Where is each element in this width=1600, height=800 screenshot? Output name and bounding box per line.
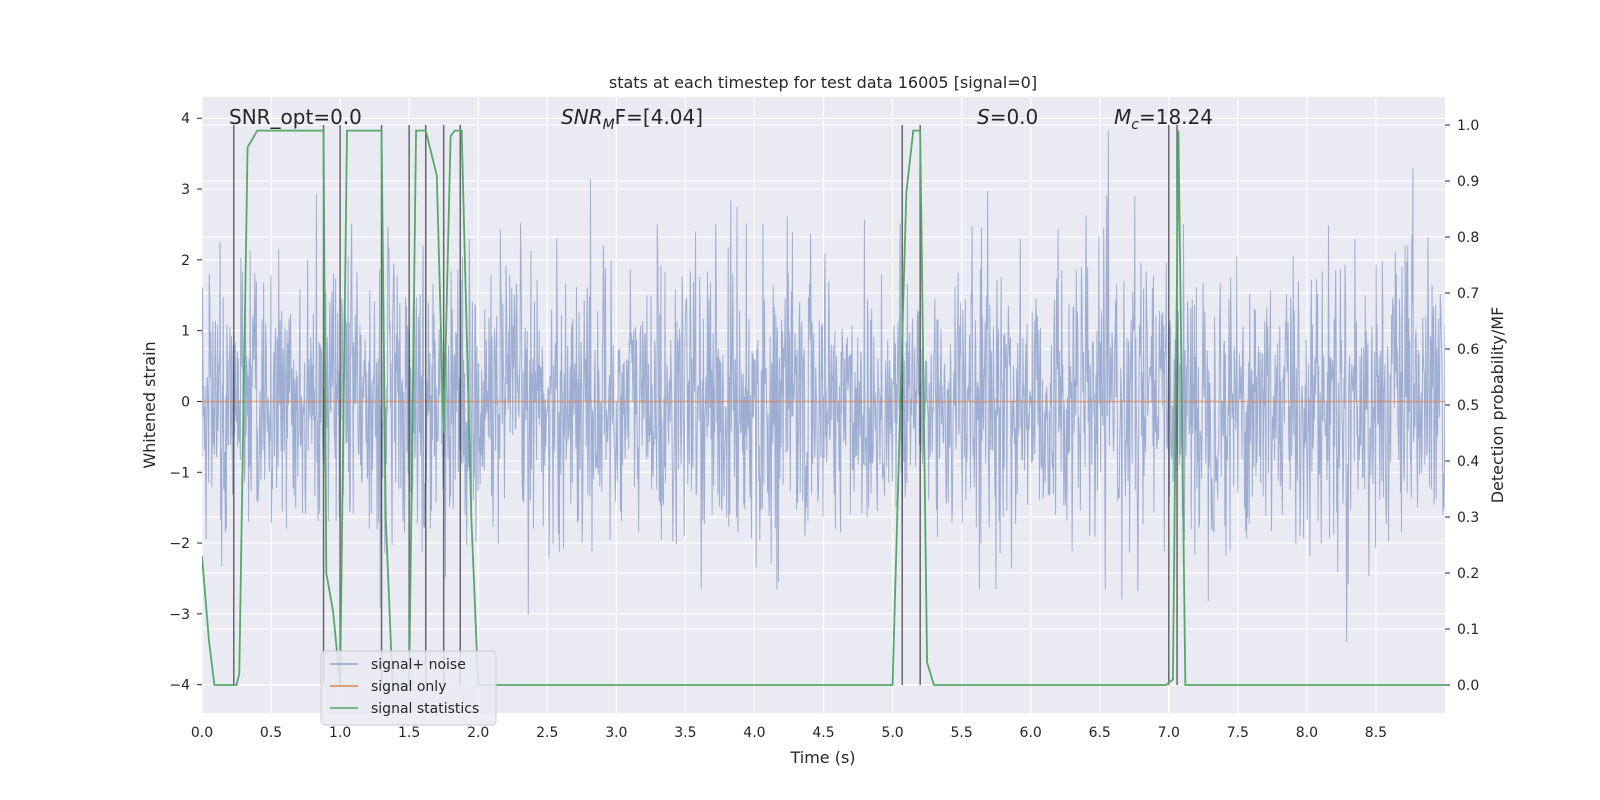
chart-title: stats at each timestep for test data 160… xyxy=(609,73,1037,92)
y-right-tick-label: 0.5 xyxy=(1457,398,1479,414)
x-tick-label: 3.5 xyxy=(674,725,696,741)
y-right-tick-label: 0.7 xyxy=(1457,286,1479,302)
y-right-tick-label: 0.3 xyxy=(1457,510,1479,526)
y-right-axis-label: Detection probability/MF xyxy=(1488,307,1507,504)
legend-label-signal-plus-noise: signal+ noise xyxy=(371,657,466,673)
y-left-tick-label: 3 xyxy=(181,182,190,198)
y-left-tick-label: −2 xyxy=(169,536,190,552)
x-tick-label: 4.0 xyxy=(743,725,765,741)
x-tick-label: 6.5 xyxy=(1089,725,1111,741)
series-signal-statistics xyxy=(202,129,1445,686)
y-left-tick-label: 0 xyxy=(181,394,190,410)
x-tick-label: 5.0 xyxy=(881,725,903,741)
y-right-tick-label: 0.8 xyxy=(1457,230,1479,246)
annotation-s: S=0.0 xyxy=(977,105,1038,129)
y-left-tick-label: −3 xyxy=(169,607,190,623)
y-left-tick-label: −1 xyxy=(169,465,190,481)
y-right-tick-label: 0.4 xyxy=(1457,454,1479,470)
x-tick-label: 8.5 xyxy=(1365,725,1387,741)
y-left-axis-label: Whitened strain xyxy=(140,341,159,468)
legend: signal+ noise signal only signal statist… xyxy=(320,650,497,726)
x-tick-label: 7.0 xyxy=(1158,725,1180,741)
legend-label-signal-statistics: signal statistics xyxy=(371,701,479,717)
y-right-tick-label: 0.6 xyxy=(1457,342,1479,358)
y-right-tick-label: 0.0 xyxy=(1457,678,1479,694)
x-tick-label: 1.0 xyxy=(329,725,351,741)
x-tick-label: 8.0 xyxy=(1296,725,1318,741)
x-tick-label: 5.5 xyxy=(950,725,972,741)
x-tick-label: 3.0 xyxy=(605,725,627,741)
y-left-tick-label: 1 xyxy=(181,324,190,340)
y-left-tick-label: 2 xyxy=(181,253,190,269)
annotation-snr-mf: SNRMF=[4.04] xyxy=(561,105,703,133)
y-left-tick-label: −4 xyxy=(169,678,190,694)
x-tick-label: 4.5 xyxy=(812,725,834,741)
y-right-tick-label: 0.2 xyxy=(1457,566,1479,582)
y-left-tick-label: 4 xyxy=(181,111,190,127)
x-tick-label: 6.0 xyxy=(1020,725,1042,741)
x-tick-label: 7.5 xyxy=(1227,725,1249,741)
legend-label-signal-only: signal only xyxy=(371,679,446,695)
annotation-mc: Mc=18.24 xyxy=(1114,105,1213,133)
x-tick-label: 0.5 xyxy=(260,725,282,741)
y-right-tick-label: 0.1 xyxy=(1457,622,1479,638)
x-tick-labels: 0.0 0.5 1.0 1.5 2.0 2.5 3.0 3.5 4.0 4.5 5.0 5.5 6.0 6… xyxy=(191,725,1387,741)
y-right-tick-label: 0.9 xyxy=(1457,174,1479,190)
y-right-tick-label: 1.0 xyxy=(1457,118,1479,134)
x-tick-label: 2.0 xyxy=(467,725,489,741)
legend-box xyxy=(320,650,497,726)
y-left-tick-labels: 4 3 2 1 0 −1 −2 −3 −4 xyxy=(169,111,202,694)
x-tick-label: 0.0 xyxy=(191,725,213,741)
x-tick-label: 1.5 xyxy=(398,725,420,741)
x-tick-label: 2.5 xyxy=(536,725,558,741)
x-axis-label: Time (s) xyxy=(789,748,855,767)
annotation-snr-opt: SNR_opt=0.0 xyxy=(229,105,362,129)
y-right-tick-labels: 1.0 0.9 0.8 0.7 0.6 0.5 0.4 0.3 0.2 0.1 0.0 xyxy=(1445,118,1479,694)
